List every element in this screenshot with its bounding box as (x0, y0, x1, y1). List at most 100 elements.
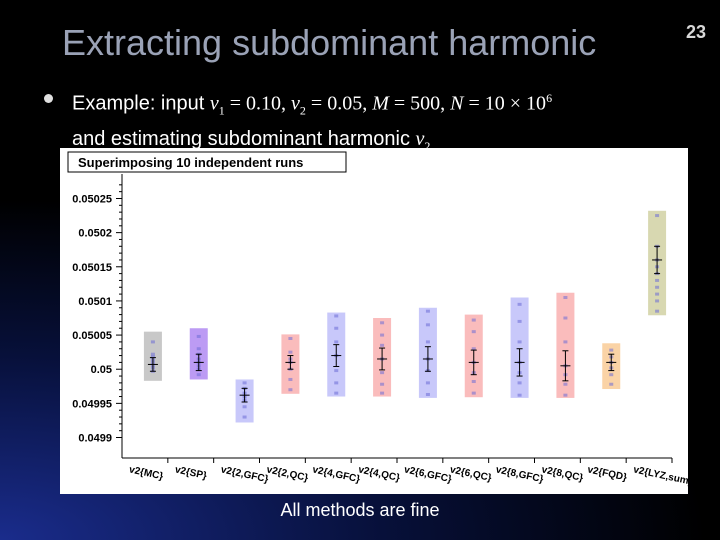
run-point (425, 381, 430, 385)
run-point (150, 340, 155, 344)
y-tick-label: 0.05015 (72, 262, 112, 274)
run-point (655, 309, 660, 313)
slide-number: 23 (686, 22, 707, 42)
y-tick-label: 0.05005 (72, 330, 112, 342)
x-category-label: v2{SP} (174, 464, 208, 481)
v2b-subscript: 2 (424, 138, 431, 153)
n-symbol: N (450, 92, 464, 115)
n-exponent: 6 (546, 91, 553, 105)
y-tick-label: 0.05025 (72, 193, 112, 205)
run-point (242, 415, 247, 419)
x-category-label: v2{6,GFC} (403, 464, 453, 485)
run-point (517, 340, 522, 344)
y-tick-label: 0.0499 (78, 433, 112, 445)
v1-subscript: 1 (218, 103, 225, 118)
y-tick-label: 0.0501 (78, 296, 112, 308)
x-category-label: v2{LYZ,sum} (632, 464, 688, 487)
run-point (425, 392, 430, 396)
run-point (471, 380, 476, 384)
slide-title: Extracting subdominant harmonic (62, 22, 597, 63)
v1-value: = 0.10, (224, 92, 292, 115)
chart: Superimposing 10 independent runs 0.0499 0… (67, 151, 694, 488)
run-point (609, 348, 614, 352)
run-point (517, 393, 522, 397)
run-point (655, 285, 660, 289)
run-point (425, 340, 430, 344)
v1-symbol: v (209, 92, 219, 115)
run-point (196, 334, 201, 338)
x-category-label: v2{4,QC} (357, 464, 401, 484)
run-point (288, 350, 293, 354)
run-point (471, 347, 476, 351)
range-bar (556, 292, 575, 398)
run-point (150, 355, 155, 359)
chart-title-box (67, 151, 347, 173)
run-point (563, 393, 568, 397)
bullet-icon (44, 94, 53, 103)
run-point (242, 405, 247, 409)
y-tick-label: 0.04995 (72, 398, 112, 410)
y-tick-label: 0.05 (91, 364, 112, 376)
run-point (380, 321, 385, 325)
v2b-symbol: v (415, 127, 425, 150)
run-point (471, 330, 476, 334)
run-point (517, 319, 522, 323)
run-point (380, 391, 385, 395)
slide-caption: All methods are fine (280, 500, 440, 520)
run-point (471, 391, 476, 395)
run-point (655, 292, 660, 296)
run-point (380, 371, 385, 375)
run-point (609, 373, 614, 377)
run-point (334, 369, 339, 373)
run-point (334, 326, 339, 330)
run-point (196, 373, 201, 377)
run-point (425, 323, 430, 327)
run-point (334, 340, 339, 344)
run-point (380, 333, 385, 337)
run-point (288, 388, 293, 392)
n-value: = 10 × 10 (463, 92, 547, 115)
bullet-line2-prefix: and estimating subdominant harmonic (72, 127, 416, 150)
run-point (196, 347, 201, 351)
v2-value: = 0.05, (305, 92, 373, 115)
x-category-label: v2{2,QC} (266, 464, 310, 484)
run-point (334, 314, 339, 318)
run-point (150, 352, 155, 356)
bullet-text: Example: input v1 = 0.10, v2 = 0.05, M =… (72, 84, 702, 160)
run-point (288, 377, 293, 381)
v2-subscript: 2 (299, 103, 306, 118)
run-point (563, 316, 568, 320)
run-point (517, 381, 522, 385)
run-point (334, 391, 339, 395)
run-point (655, 299, 660, 303)
run-point (334, 381, 339, 385)
bullet-prefix: Example: input (72, 92, 210, 115)
run-point (655, 278, 660, 282)
run-point (242, 381, 247, 385)
x-category-label: v2{MC} (128, 464, 164, 482)
x-category-label: v2{6,QC} (449, 464, 493, 484)
y-tick-label: 0.0502 (78, 228, 112, 240)
run-point (471, 318, 476, 322)
chart-panel: Superimposing 10 independent runs 0.0499 0… (60, 148, 694, 494)
run-point (563, 382, 568, 386)
range-bar (510, 297, 529, 398)
x-category-label: v2{8,GFC} (495, 464, 545, 485)
m-symbol: M (372, 92, 389, 115)
x-category-label: v2{8,QC} (541, 464, 585, 484)
v2-symbol: v (291, 92, 300, 115)
m-value: = 500, (388, 92, 451, 115)
run-point (563, 340, 568, 344)
x-category-label: v2{2,GFC} (220, 464, 270, 485)
run-point (380, 382, 385, 386)
run-point (425, 309, 430, 313)
x-category-label: v2{FQD} (586, 464, 628, 483)
run-point (517, 302, 522, 306)
run-point (380, 343, 385, 347)
run-point (609, 382, 614, 386)
chart-title: Superimposing 10 independent runs (78, 155, 303, 170)
run-point (288, 336, 293, 340)
run-point (563, 296, 568, 300)
run-point (655, 214, 660, 218)
x-category-label: v2{4,GFC} (311, 464, 361, 485)
